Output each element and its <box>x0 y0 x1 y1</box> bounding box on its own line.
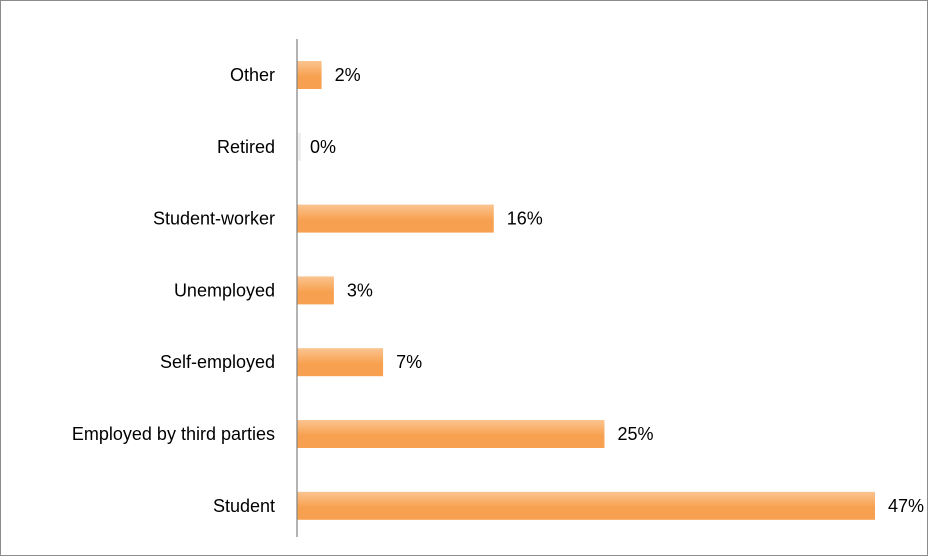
bar-student <box>297 491 875 520</box>
value-label: 7% <box>396 352 422 372</box>
bar-self-employed <box>297 348 384 377</box>
category-label: Student-worker <box>153 209 275 229</box>
category-label: Employed by third parties <box>72 424 275 444</box>
value-label: 25% <box>617 424 653 444</box>
value-label: 2% <box>335 65 361 85</box>
category-label: Retired <box>217 137 275 157</box>
value-label: 16% <box>507 209 543 229</box>
bar-other <box>297 61 322 89</box>
bar-student-worker <box>297 204 494 233</box>
value-label: 3% <box>347 280 373 300</box>
bar-employed-by-third-parties <box>297 420 605 448</box>
category-label: Unemployed <box>174 280 275 300</box>
value-label: 0% <box>310 137 336 157</box>
category-label: Student <box>213 496 275 516</box>
category-label: Self-employed <box>160 352 275 372</box>
category-label: Other <box>230 65 275 85</box>
value-label: 47% <box>888 496 924 516</box>
bar-unemployed <box>297 276 334 305</box>
bar-zero-marker <box>298 132 301 161</box>
